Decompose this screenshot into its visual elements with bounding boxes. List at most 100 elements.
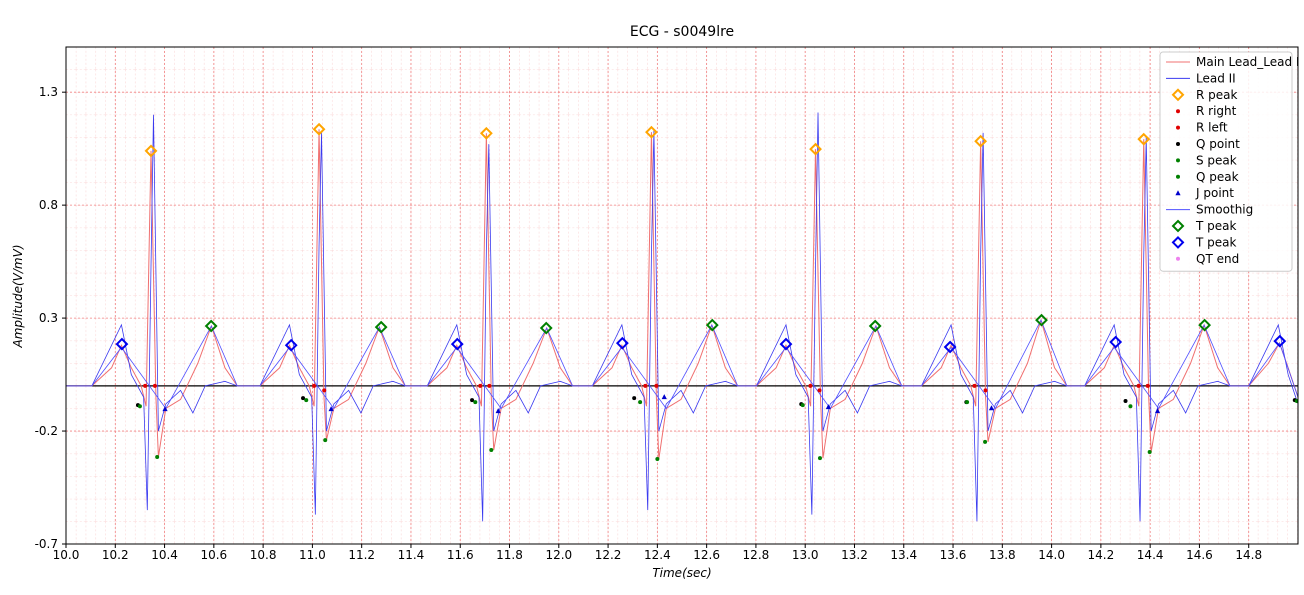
diamond-marker xyxy=(779,337,793,351)
diamond-marker xyxy=(450,337,464,351)
x-tick-label: 12.8 xyxy=(743,548,770,562)
x-tick-label: 11.4 xyxy=(398,548,425,562)
dot-marker xyxy=(817,456,822,461)
dot-marker xyxy=(1147,450,1152,455)
diamond-marker xyxy=(479,126,493,140)
dot-marker xyxy=(301,396,306,401)
y-axis-label: Amplitude(V/mV) xyxy=(11,244,25,348)
dot-marker xyxy=(143,383,148,388)
y-tick-label: 1.3 xyxy=(39,85,58,99)
dot-marker xyxy=(1176,125,1180,130)
legend-label: R right xyxy=(1196,104,1237,118)
legend-label: J point xyxy=(1195,186,1234,200)
diamond-marker xyxy=(615,336,629,350)
dot-marker xyxy=(808,383,813,388)
triangle-marker xyxy=(328,406,334,412)
x-tick-label: 11.6 xyxy=(447,548,474,562)
x-tick-label: 11.0 xyxy=(299,548,326,562)
dot-marker xyxy=(1176,109,1180,114)
x-tick-label: 10.0 xyxy=(53,548,80,562)
frame xyxy=(65,46,1299,545)
diamond-marker xyxy=(1273,334,1287,348)
dot-marker xyxy=(983,388,988,393)
triangle-marker xyxy=(1175,190,1181,196)
triangle-marker xyxy=(495,408,501,414)
dot-marker xyxy=(1128,404,1133,409)
dot-marker xyxy=(972,383,977,388)
dot-marker xyxy=(1123,398,1128,403)
x-tick-label: 14.6 xyxy=(1186,548,1213,562)
diamond-marker xyxy=(374,320,388,334)
triangle-marker xyxy=(988,405,995,411)
legend-box xyxy=(1159,51,1293,272)
legend-label: T peak xyxy=(1195,219,1236,233)
x-tick-label: 10.4 xyxy=(151,548,178,562)
dot-marker xyxy=(817,388,822,393)
dot-marker xyxy=(1176,158,1180,163)
chart-title: ECG - s0049lre xyxy=(630,24,734,40)
diamond-marker xyxy=(943,340,957,354)
x-tick-label: 14.4 xyxy=(1137,548,1164,562)
dot-marker xyxy=(643,383,648,388)
legend-label: Q point xyxy=(1196,137,1240,151)
legend-label: QT end xyxy=(1196,252,1239,266)
dot-marker xyxy=(800,403,805,408)
plot-area xyxy=(66,112,1298,522)
dot-marker xyxy=(1294,399,1298,403)
y-tick-label: -0.2 xyxy=(35,424,58,438)
y-tick-label: 0.8 xyxy=(39,198,58,212)
diamond-marker xyxy=(868,319,882,333)
dot-marker xyxy=(983,439,988,444)
x-tick-label: 10.2 xyxy=(102,548,129,562)
dot-marker xyxy=(312,383,317,388)
legend-label: R left xyxy=(1196,121,1228,135)
diamond-marker xyxy=(1137,132,1151,146)
dot-marker xyxy=(638,400,643,405)
x-tick-label: 13.6 xyxy=(940,548,967,562)
diamond-marker xyxy=(1171,88,1185,102)
dot-marker xyxy=(1136,383,1141,388)
diamond-marker xyxy=(1171,235,1185,249)
x-axis-label: Time(sec) xyxy=(652,566,711,580)
x-tick-label: 12.2 xyxy=(595,548,622,562)
diamond-marker xyxy=(1109,335,1123,349)
diamond-marker xyxy=(1198,318,1212,332)
x-tick-label: 13.0 xyxy=(792,548,819,562)
dot-marker xyxy=(473,400,478,405)
dot-marker xyxy=(487,383,492,388)
x-tick-label: 10.6 xyxy=(200,548,227,562)
diamond-marker xyxy=(1171,219,1185,233)
diamond-marker xyxy=(312,122,326,136)
dot-marker xyxy=(1145,383,1150,388)
y-tick-label: -0.7 xyxy=(35,537,58,551)
dot-marker xyxy=(304,398,309,403)
diamond-marker xyxy=(539,321,553,335)
dot-marker xyxy=(1176,142,1180,146)
dot-marker xyxy=(323,438,328,443)
x-tick-label: 12.4 xyxy=(644,548,671,562)
diamond-marker xyxy=(115,337,129,351)
minor-grid xyxy=(66,47,1298,544)
legend-label: Main Lead_Lead I xyxy=(1196,55,1299,69)
dot-marker xyxy=(654,383,659,388)
legend-label: R peak xyxy=(1196,88,1238,102)
dot-marker xyxy=(632,396,637,401)
dot-marker xyxy=(155,455,160,460)
diamond-marker xyxy=(974,134,988,148)
x-tick-label: 13.2 xyxy=(841,548,868,562)
x-tick-label: 14.2 xyxy=(1088,548,1115,562)
diamond-marker xyxy=(284,338,298,352)
dot-marker xyxy=(322,388,327,393)
ecg-line xyxy=(66,319,1298,410)
dot-marker xyxy=(489,448,494,453)
x-tick-label: 12.6 xyxy=(693,548,720,562)
x-tick-label: 10.8 xyxy=(250,548,277,562)
dot-marker xyxy=(478,383,483,388)
legend-label: Lead II xyxy=(1196,71,1236,85)
diamond-marker xyxy=(204,319,218,333)
triangle-marker xyxy=(1154,408,1161,414)
dot-marker xyxy=(1176,174,1180,179)
dot-marker xyxy=(1176,256,1180,261)
triangle-marker xyxy=(162,406,168,412)
